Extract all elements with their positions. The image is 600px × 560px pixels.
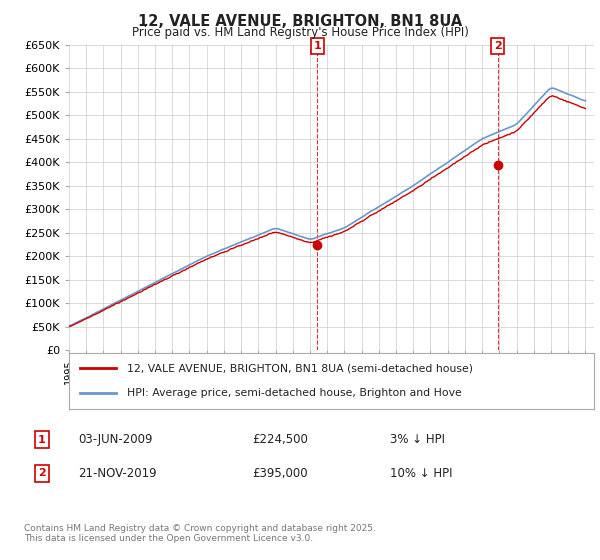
Text: Contains HM Land Registry data © Crown copyright and database right 2025.
This d: Contains HM Land Registry data © Crown c… xyxy=(24,524,376,543)
Text: £395,000: £395,000 xyxy=(252,466,308,480)
Text: 2: 2 xyxy=(38,468,46,478)
Text: 2: 2 xyxy=(494,41,502,51)
Text: 03-JUN-2009: 03-JUN-2009 xyxy=(78,433,152,446)
Text: Price paid vs. HM Land Registry's House Price Index (HPI): Price paid vs. HM Land Registry's House … xyxy=(131,26,469,39)
Text: £224,500: £224,500 xyxy=(252,433,308,446)
Text: 21-NOV-2019: 21-NOV-2019 xyxy=(78,466,157,480)
Text: 12, VALE AVENUE, BRIGHTON, BN1 8UA (semi-detached house): 12, VALE AVENUE, BRIGHTON, BN1 8UA (semi… xyxy=(127,363,473,374)
Text: 1: 1 xyxy=(314,41,321,51)
Text: 12, VALE AVENUE, BRIGHTON, BN1 8UA: 12, VALE AVENUE, BRIGHTON, BN1 8UA xyxy=(138,14,462,29)
Text: 10% ↓ HPI: 10% ↓ HPI xyxy=(390,466,452,480)
Text: 3% ↓ HPI: 3% ↓ HPI xyxy=(390,433,445,446)
Text: HPI: Average price, semi-detached house, Brighton and Hove: HPI: Average price, semi-detached house,… xyxy=(127,388,461,398)
Text: 1: 1 xyxy=(38,435,46,445)
